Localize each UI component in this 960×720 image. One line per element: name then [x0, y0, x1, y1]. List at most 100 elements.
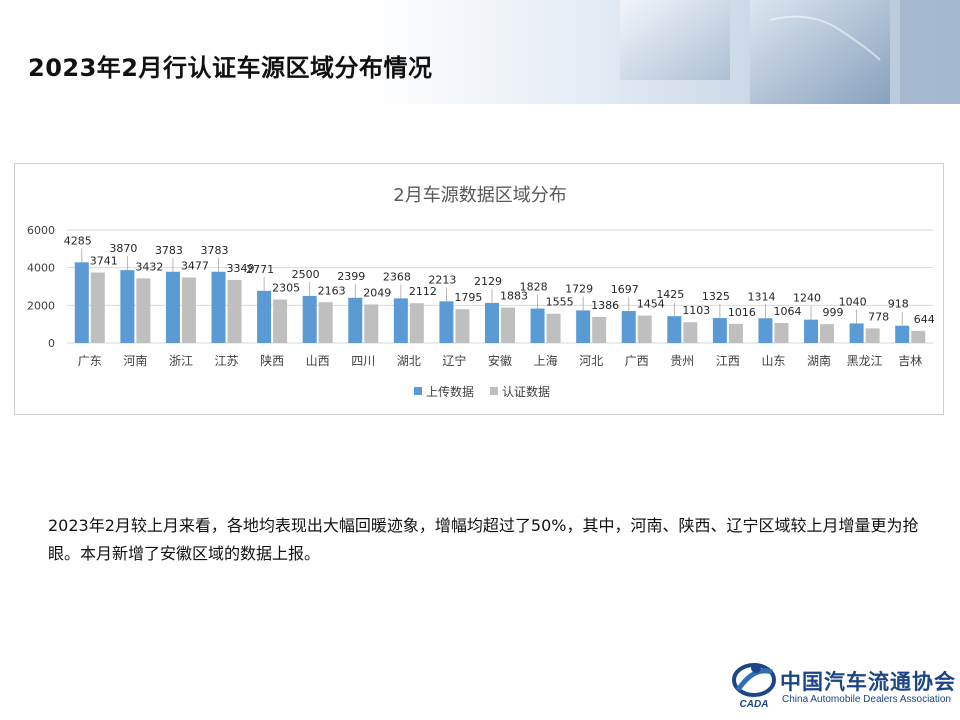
data-label-upload: 2771 — [246, 263, 274, 276]
data-label-certified: 2049 — [363, 286, 391, 299]
y-tick-label: 6000 — [27, 224, 55, 237]
bar-certified — [181, 277, 196, 343]
bar-certified — [774, 322, 789, 343]
data-label-certified: 1386 — [591, 299, 619, 312]
bar-upload — [348, 297, 363, 343]
data-label-upload: 1040 — [839, 295, 867, 308]
x-tick-label: 贵州 — [670, 354, 694, 368]
x-tick-label: 湖南 — [807, 353, 831, 368]
bar-certified — [592, 316, 607, 343]
logo-english-name: China Automobile Dealers Association — [782, 694, 951, 705]
x-tick-label: 山东 — [761, 354, 785, 368]
y-tick-label: 2000 — [27, 299, 55, 312]
x-tick-label: 安徽 — [488, 353, 512, 368]
logo-chinese-name: 中国汽车流通协会 — [780, 669, 956, 694]
data-label-upload: 4285 — [64, 234, 92, 247]
x-tick-label: 吉林 — [898, 354, 922, 368]
bar-upload — [393, 298, 408, 343]
bar-upload — [758, 318, 773, 343]
data-label-upload: 3783 — [201, 244, 229, 257]
x-tick-label: 江苏 — [215, 354, 239, 368]
cada-logo: CADA 中国汽车流通协会 China Automobile Dealers A… — [730, 658, 955, 714]
bar-upload — [530, 308, 545, 343]
x-tick-label: 广东 — [78, 354, 102, 368]
data-label-certified: 1103 — [682, 304, 710, 317]
bar-upload — [302, 295, 317, 343]
data-label-upload: 2368 — [383, 270, 411, 283]
bar-upload — [257, 290, 272, 343]
data-label-upload: 1697 — [611, 283, 639, 296]
bar-upload — [667, 316, 682, 343]
bar-upload — [485, 302, 499, 343]
chart-title: 2月车源数据区域分布 — [393, 185, 566, 206]
bar-certified — [865, 328, 880, 343]
bar-upload — [712, 318, 727, 343]
data-label-certified: 2163 — [318, 284, 346, 297]
data-label-certified: 2305 — [272, 282, 300, 295]
y-tick-label: 0 — [48, 337, 55, 350]
x-tick-label: 江西 — [716, 354, 740, 368]
data-label-certified: 3432 — [135, 260, 163, 273]
bar-upload — [74, 262, 89, 343]
y-tick-label: 4000 — [27, 262, 55, 275]
bar-certified — [683, 322, 698, 343]
chart-container: 2月车源数据区域分布 0 2000 4000 6000 4285 3741 广东 3870 343… — [14, 163, 944, 415]
data-label-certified: 2112 — [409, 285, 437, 298]
cada-logo-icon: CADA — [732, 663, 776, 710]
bar-certified — [728, 323, 743, 343]
data-label-certified: 1064 — [773, 305, 801, 318]
bar-chart: 2月车源数据区域分布 0 2000 4000 6000 4285 3741 广东 3870 343… — [27, 185, 935, 399]
bar-certified — [546, 313, 561, 343]
bar-upload — [849, 323, 864, 343]
x-tick-label: 黑龙江 — [847, 354, 883, 368]
header-cube-graphic — [620, 0, 960, 104]
data-label-upload: 2500 — [292, 268, 320, 281]
x-tick-label: 上海 — [534, 353, 558, 368]
data-label-upload: 1425 — [656, 288, 684, 301]
bar-upload — [211, 271, 226, 343]
x-tick-label: 山西 — [306, 354, 330, 368]
legend-label-certified: 认证数据 — [502, 384, 550, 399]
bar-upload — [120, 270, 135, 343]
data-label-upload: 3870 — [109, 242, 137, 255]
data-label-certified: 1454 — [637, 298, 665, 311]
bar-certified — [364, 304, 379, 343]
svg-text:CADA: CADA — [740, 699, 769, 710]
data-label-certified: 644 — [914, 313, 935, 326]
x-tick-label: 四川 — [351, 354, 375, 368]
data-label-certified: 999 — [823, 306, 844, 319]
bar-certified — [911, 330, 926, 343]
data-label-certified: 3349 — [227, 262, 255, 275]
bar-certified — [318, 302, 333, 343]
bar-upload — [895, 325, 910, 343]
data-label-certified: 3477 — [181, 260, 209, 273]
x-tick-label: 陕西 — [260, 353, 284, 368]
data-label-certified: 1555 — [546, 296, 574, 309]
bar-certified — [409, 303, 424, 343]
bar-certified — [273, 299, 288, 343]
data-label-upload: 2129 — [474, 275, 502, 288]
x-tick-label: 河北 — [579, 354, 603, 368]
legend-swatch-certified — [490, 387, 498, 395]
data-label-upload: 1240 — [793, 292, 821, 305]
data-label-upload: 3783 — [155, 244, 183, 257]
data-label-certified: 1795 — [454, 291, 482, 304]
x-tick-label: 广西 — [625, 354, 649, 368]
data-label-upload: 1325 — [702, 290, 730, 303]
data-label-upload: 1729 — [565, 282, 593, 295]
x-tick-label: 河南 — [123, 353, 147, 368]
header-banner: 2023年2月行认证车源区域分布情况 — [0, 0, 960, 104]
data-label-upload: 918 — [888, 298, 909, 311]
data-label-certified: 1016 — [728, 306, 756, 319]
legend-swatch-upload — [414, 387, 422, 395]
x-tick-label: 浙江 — [169, 354, 193, 368]
bar-upload — [576, 310, 591, 343]
data-label-upload: 2399 — [337, 270, 365, 283]
bar-upload — [165, 271, 180, 343]
bar-certified — [90, 272, 105, 343]
x-tick-label: 辽宁 — [442, 353, 466, 368]
data-label-certified: 3741 — [90, 255, 118, 268]
bar-upload — [621, 311, 636, 343]
bar-upload — [439, 301, 454, 343]
bar-certified — [820, 324, 835, 343]
